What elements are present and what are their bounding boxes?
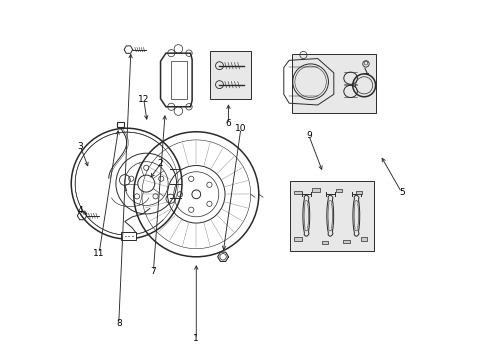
Text: 7: 7	[150, 267, 156, 276]
Text: 6: 6	[225, 119, 231, 128]
FancyBboxPatch shape	[335, 189, 342, 192]
FancyBboxPatch shape	[360, 237, 366, 240]
Text: 11: 11	[93, 249, 104, 258]
FancyBboxPatch shape	[289, 181, 373, 251]
Text: 12: 12	[138, 95, 149, 104]
Text: 3: 3	[77, 141, 83, 150]
Text: 5: 5	[398, 188, 404, 197]
FancyBboxPatch shape	[355, 191, 361, 194]
Text: 1: 1	[193, 334, 199, 343]
Text: 4: 4	[77, 206, 83, 215]
Text: 8: 8	[116, 319, 122, 328]
FancyBboxPatch shape	[294, 191, 302, 194]
FancyBboxPatch shape	[291, 54, 375, 113]
FancyBboxPatch shape	[116, 122, 124, 127]
FancyBboxPatch shape	[321, 241, 327, 244]
FancyBboxPatch shape	[121, 231, 136, 240]
FancyBboxPatch shape	[209, 50, 250, 99]
Text: 10: 10	[235, 124, 246, 133]
Text: 9: 9	[305, 131, 311, 140]
FancyBboxPatch shape	[312, 188, 319, 192]
FancyBboxPatch shape	[343, 240, 349, 243]
FancyBboxPatch shape	[294, 237, 302, 241]
Text: 2: 2	[158, 159, 163, 168]
